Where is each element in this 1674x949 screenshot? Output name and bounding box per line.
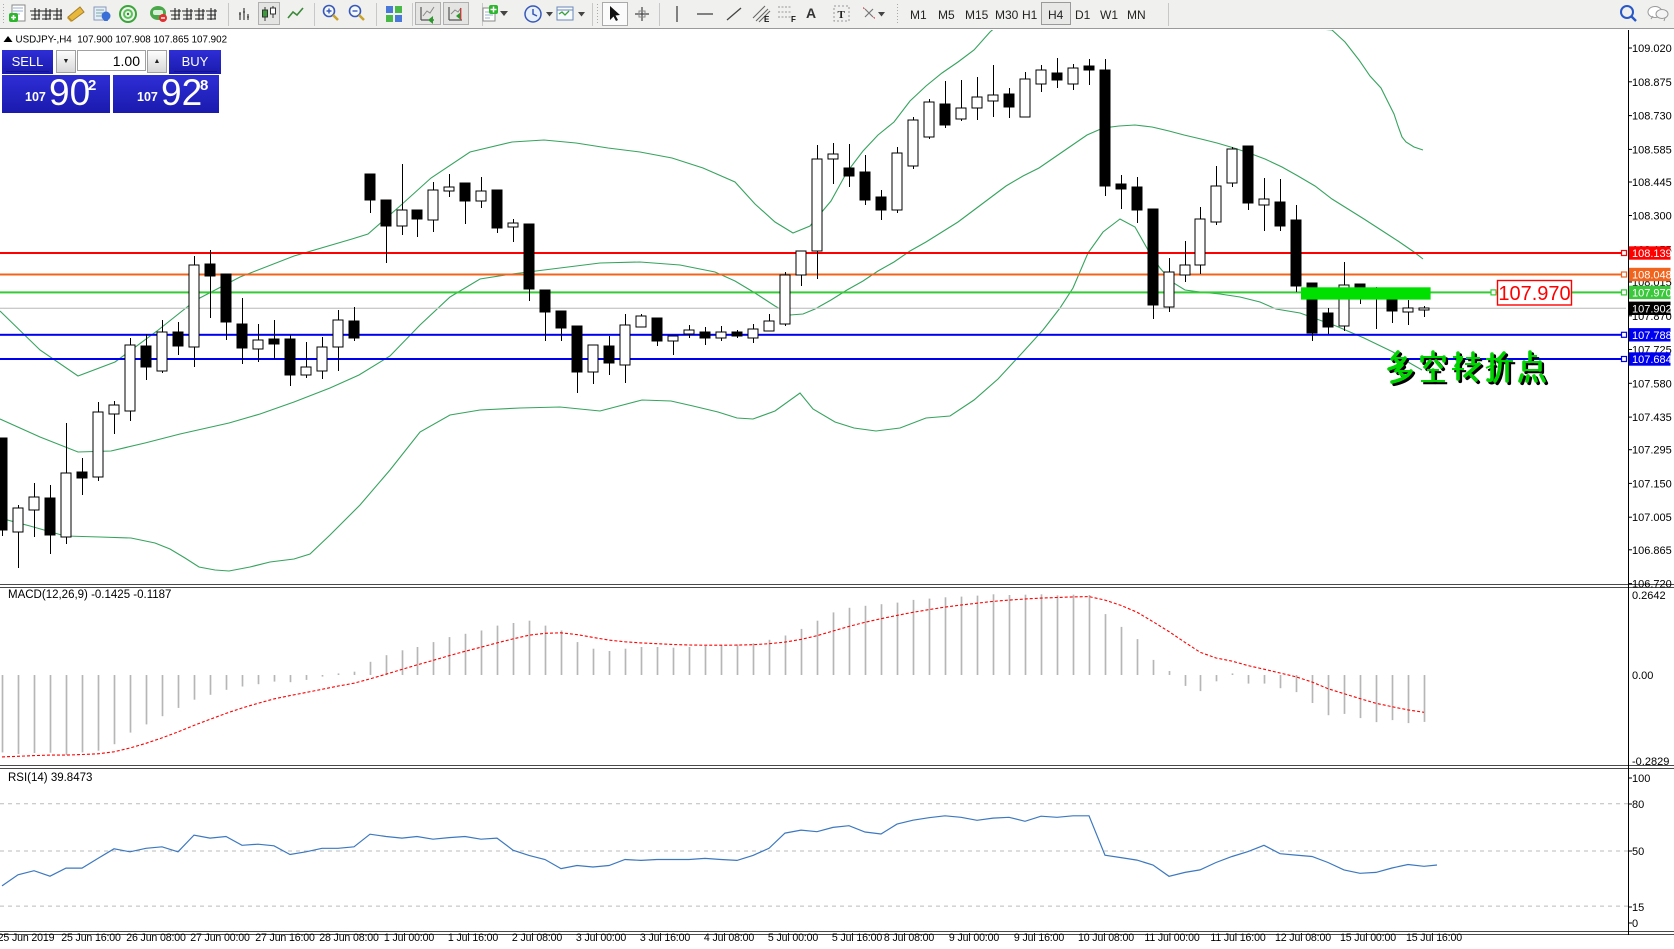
svg-text:3 Jul 16:00: 3 Jul 16:00 — [640, 932, 690, 944]
svg-text:108.585: 108.585 — [1632, 144, 1672, 156]
svg-text:107.788: 107.788 — [1632, 330, 1672, 342]
svg-text:8 Jul 08:00: 8 Jul 08:00 — [884, 932, 934, 944]
svg-text:F: F — [791, 15, 796, 24]
svg-text:107.295: 107.295 — [1632, 445, 1672, 457]
svg-text:27 Jun 00:00: 27 Jun 00:00 — [190, 932, 250, 944]
svg-text:107.005: 107.005 — [1632, 512, 1672, 524]
svg-text:108.048: 108.048 — [1632, 270, 1672, 282]
svg-text:1 Jul 16:00: 1 Jul 16:00 — [448, 932, 498, 944]
svg-text:107.435: 107.435 — [1632, 412, 1672, 424]
svg-text:108.445: 108.445 — [1632, 177, 1672, 189]
svg-text:107.970: 107.970 — [1632, 287, 1672, 299]
svg-text:1 Jul 00:00: 1 Jul 00:00 — [384, 932, 434, 944]
svg-text:2 Jul 08:00: 2 Jul 08:00 — [512, 932, 562, 944]
svg-text:107.970: 107.970 — [1498, 283, 1570, 305]
svg-text:28 Jun 08:00: 28 Jun 08:00 — [319, 932, 379, 944]
svg-text:4 Jul 08:00: 4 Jul 08:00 — [704, 932, 754, 944]
svg-text:15: 15 — [1632, 902, 1644, 914]
svg-text:107.684: 107.684 — [1632, 354, 1672, 366]
svg-text:50: 50 — [1632, 846, 1644, 858]
svg-text:109.020: 109.020 — [1632, 43, 1672, 55]
svg-text:9 Jul 16:00: 9 Jul 16:00 — [1014, 932, 1064, 944]
svg-text:10 Jul 08:00: 10 Jul 08:00 — [1078, 932, 1134, 944]
svg-text:106.865: 106.865 — [1632, 545, 1672, 557]
svg-text:107.580: 107.580 — [1632, 378, 1672, 390]
svg-text:100: 100 — [1632, 773, 1650, 785]
svg-text:25 Jun 2019: 25 Jun 2019 — [0, 932, 55, 944]
svg-text:107.150: 107.150 — [1632, 478, 1672, 490]
svg-text:0.2642: 0.2642 — [1632, 590, 1666, 602]
svg-text:0.00: 0.00 — [1632, 670, 1653, 682]
svg-text:107.902: 107.902 — [1632, 303, 1672, 315]
svg-text:25 Jun 16:00: 25 Jun 16:00 — [61, 932, 121, 944]
svg-text:108.139: 108.139 — [1632, 248, 1672, 260]
svg-text:80: 80 — [1632, 799, 1644, 811]
svg-text:12 Jul 08:00: 12 Jul 08:00 — [1275, 932, 1331, 944]
svg-text:5 Jul 00:00: 5 Jul 00:00 — [768, 932, 818, 944]
svg-text:108.875: 108.875 — [1632, 77, 1672, 89]
svg-text:3 Jul 00:00: 3 Jul 00:00 — [576, 932, 626, 944]
svg-text:0: 0 — [1632, 918, 1638, 930]
svg-text:T: T — [838, 9, 846, 21]
svg-text:RSI(14) 39.8473: RSI(14) 39.8473 — [8, 772, 92, 784]
svg-text:11 Jul 16:00: 11 Jul 16:00 — [1210, 932, 1265, 944]
svg-text:MACD(12,26,9) -0.1425 -0.1187: MACD(12,26,9) -0.1425 -0.1187 — [8, 589, 171, 601]
svg-text:USDJPY-,H4 107.900 107.908 10: USDJPY-,H4 107.900 107.908 107.865 107.9… — [16, 35, 228, 46]
svg-text:E: E — [764, 15, 770, 24]
svg-text:5 Jul 16:00: 5 Jul 16:00 — [832, 932, 882, 944]
svg-text:108.730: 108.730 — [1632, 111, 1672, 123]
svg-text:108.300: 108.300 — [1632, 211, 1672, 223]
svg-text:9 Jul 00:00: 9 Jul 00:00 — [949, 932, 999, 944]
svg-text:15 Jul 16:00: 15 Jul 16:00 — [1406, 932, 1462, 944]
svg-text:-0.2829: -0.2829 — [1632, 756, 1669, 768]
svg-text:11 Jul 00:00: 11 Jul 00:00 — [1144, 932, 1199, 944]
svg-text:106.720: 106.720 — [1632, 579, 1672, 591]
svg-text:27 Jun 16:00: 27 Jun 16:00 — [255, 932, 315, 944]
svg-text:15 Jul 00:00: 15 Jul 00:00 — [1340, 932, 1396, 944]
svg-text:26 Jun 08:00: 26 Jun 08:00 — [126, 932, 186, 944]
